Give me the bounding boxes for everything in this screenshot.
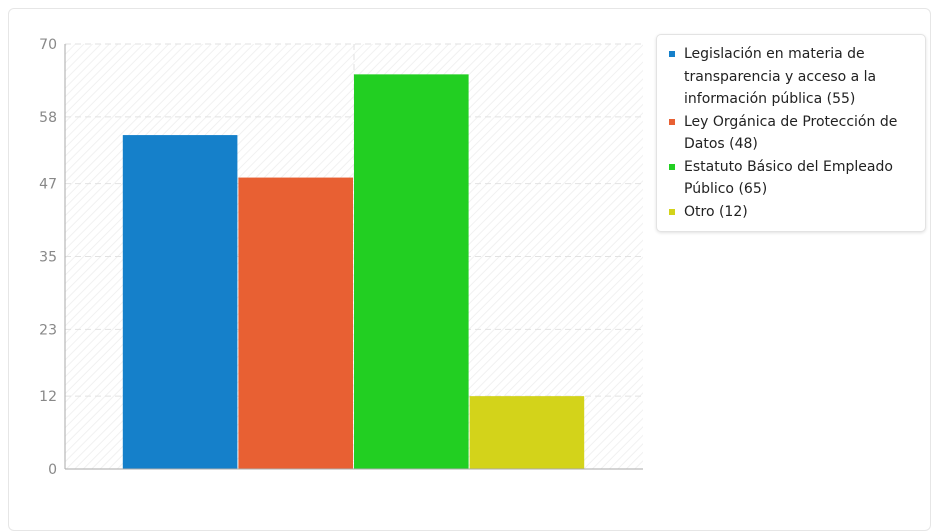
y-tick-labels: 0 12 23 35 47 58 70 [39,37,57,478]
y-tick-label: 0 [48,462,57,478]
y-tick-label: 23 [39,322,57,338]
y-tick-label: 47 [39,177,57,193]
y-tick-label: 12 [39,389,57,405]
bar[interactable] [238,177,353,470]
legend-item[interactable]: Legislación en materia de transparencia … [669,43,915,111]
bar[interactable] [354,74,469,469]
legend-swatch-icon [669,163,675,170]
legend-label: Ley Orgánica de Protección de Datos (48) [684,113,898,153]
legend-label: Legislación en materia de transparencia … [684,46,877,107]
legend-label: Otro (12) [684,203,748,220]
y-tick-label: 70 [39,37,57,53]
y-tick-label: 35 [39,250,57,266]
legend: Legislación en materia de transparencia … [656,34,926,232]
legend-swatch-icon [669,51,675,57]
bars [122,74,585,470]
legend-swatch-icon [669,118,675,125]
legend-item[interactable]: Estatuto Básico del Empleado Público (65… [669,156,915,201]
axes [64,44,643,470]
legend-swatch-icon [669,208,675,215]
bar[interactable] [122,135,238,470]
y-tick-label: 58 [39,110,57,126]
legend-item[interactable]: Ley Orgánica de Protección de Datos (48) [669,111,915,156]
bar[interactable] [469,396,585,469]
legend-item[interactable]: Otro (12) [669,201,915,224]
legend-label: Estatuto Básico del Empleado Público (65… [684,158,893,198]
